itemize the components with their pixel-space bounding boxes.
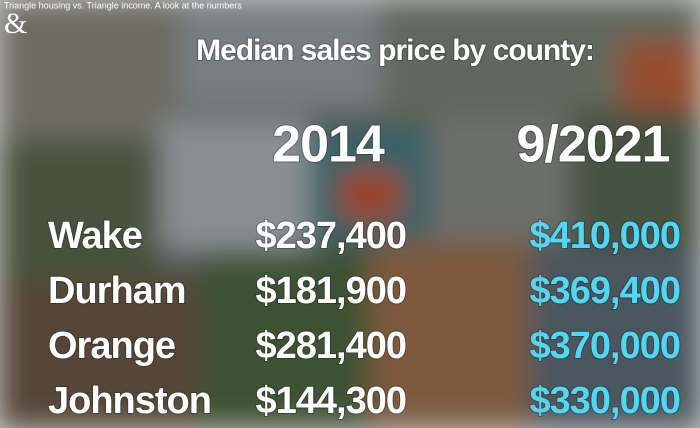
price-2014: $237,400	[256, 215, 407, 257]
county-name: Johnston	[48, 380, 211, 422]
column-header: 2014	[272, 116, 385, 174]
column-header: 9/2021	[516, 116, 669, 174]
price-2014: $281,400	[256, 325, 407, 367]
table-body: Wake $237,400 $410,000 Durham $181,900 $369,4…	[47, 214, 682, 423]
title: Median sales price by county:	[196, 34, 594, 67]
price-2021: $410,000	[530, 215, 681, 257]
caption: Triangle housing vs. Triangle income. A …	[4, 0, 242, 10]
price-2021: $369,400	[530, 270, 681, 312]
price-2014: $181,900	[256, 270, 407, 312]
county-name: Durham	[48, 270, 186, 312]
county-name: Wake	[48, 215, 142, 257]
price-2021: $330,000	[530, 380, 681, 422]
logo: &	[4, 7, 27, 40]
county-name: Orange	[48, 325, 175, 367]
price-2021: $370,000	[530, 325, 681, 367]
price-2014: $144,300	[256, 380, 407, 422]
